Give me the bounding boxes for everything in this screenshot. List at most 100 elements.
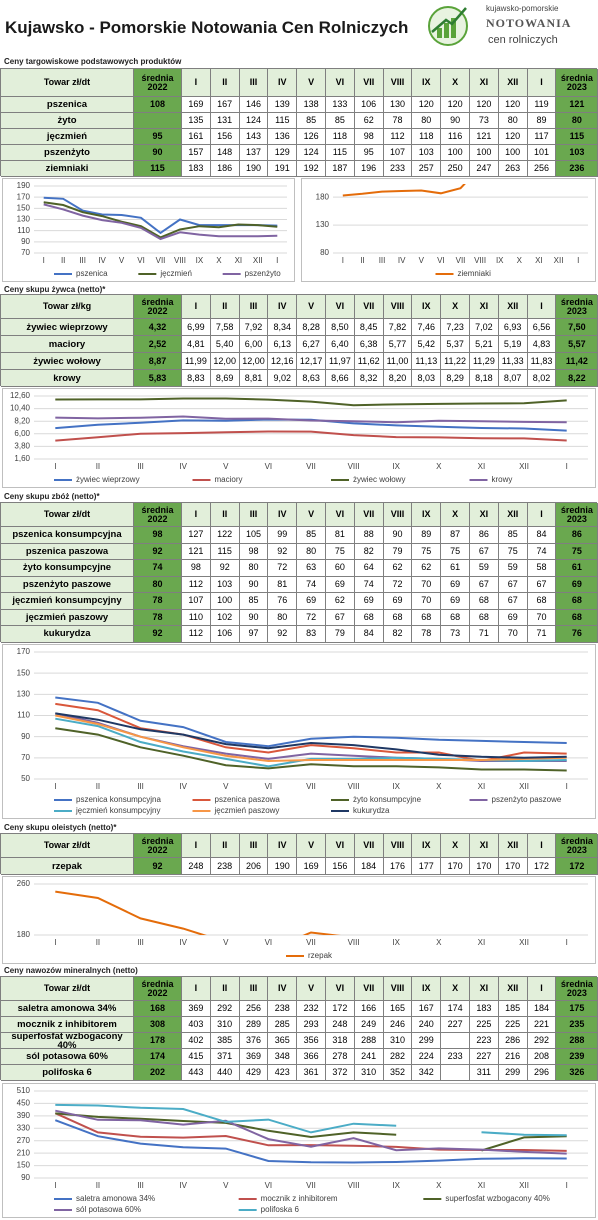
x-tick-label: III [137,938,144,947]
table-cell: 68 [383,609,413,626]
table-cell: 288 [556,1033,598,1049]
row-name: superfosfat wzbogacony 40% [1,1033,134,1049]
table-cell: 11,97 [326,353,355,370]
table-cell: 246 [383,1017,413,1033]
table-cell: 86 [470,527,499,544]
table-cell: 120 [470,97,499,113]
row-name: pszenica [1,97,134,113]
table-cell: 75 [412,543,442,560]
table-cell: 92 [134,626,182,643]
section-label: Ceny nawozów mineralnych (netto) [4,966,138,975]
row-name: krowy [1,370,134,387]
column-header: VIII [383,69,413,97]
table-cell: 68 [556,609,598,626]
legend-label: żywiec wołowy [353,475,405,484]
table-cell: 206 [239,858,269,875]
table-cell: 8,29 [441,370,470,387]
table-cell: 183 [182,161,211,177]
legend-label: sól potasowa 60% [76,1205,141,1214]
column-header: IV [268,295,298,319]
x-tick-label: IV [179,462,187,471]
table-cell: 250 [441,161,470,177]
table-cell: 76 [556,626,598,643]
table-cell: 225 [498,1017,528,1033]
table-cell: 8,28 [297,319,326,336]
table-cell: 186 [210,161,240,177]
table-cell: 6,00 [239,336,269,353]
x-tick-label: VII [456,256,466,265]
table-cell: 170 [498,858,528,875]
table-cell: 100 [210,593,240,610]
table-cell: 161 [182,129,211,145]
table-cell: 98 [354,129,384,145]
table-cell: 126 [297,129,326,145]
series-line [55,430,567,442]
x-tick-label: I [342,256,344,265]
row-name: maciory [1,336,134,353]
table-cell: 172 [556,858,598,875]
column-header: IX [412,503,442,527]
column-header: XI [470,503,499,527]
y-tick-label: 70 [21,753,30,762]
table-cell: 62 [354,113,384,129]
column-header: I [527,69,557,97]
table-cell: 172 [326,1001,355,1017]
table: Towar zł/dt średnia 2022 I II III IV V VI VII VII… [0,502,598,643]
table-cell: 67 [527,576,557,593]
table-cell: 6,40 [326,336,355,353]
table-cell: 6,56 [527,319,557,336]
table-cell: 69 [326,576,355,593]
table-cell: 311 [470,1065,499,1081]
table-cell: 74 [297,576,326,593]
table: Towar zł/dt średnia 2022 I II III IV V VI VII VII… [0,68,598,177]
table-cell: 75 [498,543,528,560]
column-header: I [182,503,211,527]
table-cell: 7,82 [383,319,413,336]
x-tick-label: I [276,256,278,265]
x-tick-label: II [61,256,65,265]
table-cell: 67 [498,576,528,593]
table-cell: 103 [556,145,598,161]
x-tick-label: IX [392,782,400,791]
x-tick-label: XI [235,256,243,265]
table-cell: 90 [239,576,269,593]
table-cell: 75 [326,543,355,560]
column-header: I [182,69,211,97]
y-tick-label: 150 [17,1161,31,1170]
table-cell: 278 [326,1049,355,1065]
column-header: XI [470,977,499,1001]
table-cell: 8,03 [412,370,442,387]
table-cell: 310 [383,1033,413,1049]
y-tick-label: 110 [17,226,30,235]
table-cell: 168 [134,1001,182,1017]
table-cell: 192 [297,161,326,177]
logo: kujawsko-pomorskie NOTOWANIA cen rolnicz… [428,4,570,46]
x-tick-label: IV [179,1181,187,1190]
table-cell: 288 [354,1033,384,1049]
x-tick-label: I [54,938,56,947]
table-cell: 310 [210,1017,240,1033]
x-tick-label: IX [392,938,400,947]
table-cell: 131 [210,113,240,129]
x-tick-label: I [54,1181,56,1190]
table-cell: 70 [412,576,442,593]
table-cell [441,1033,470,1049]
table-cell: 85 [297,113,326,129]
table-cell: 5,57 [556,336,598,353]
legend-label: żywiec wieprzowy [76,475,140,484]
table-cell: 299 [498,1065,528,1081]
table-cell: 6,13 [268,336,298,353]
logo-bar [437,28,442,38]
x-tick-label: II [96,782,100,791]
y-tick-label: 450 [17,1099,31,1108]
series-line [43,201,278,239]
table-cell: 308 [134,1017,182,1033]
y-tick-label: 130 [17,689,31,698]
table-cell: 169 [182,97,211,113]
table-cell: 69 [556,576,598,593]
legend-label: pszenżyto paszowe [492,795,562,804]
